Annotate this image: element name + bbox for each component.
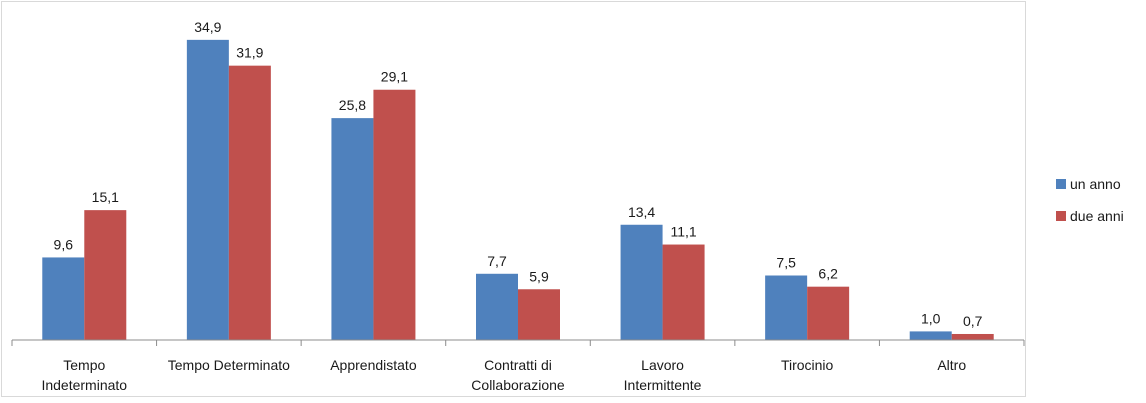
- legend-label-un-anno: un anno: [1070, 176, 1121, 192]
- bar-un-anno-tirocinio: [765, 275, 808, 340]
- category-label: Indeterminato: [41, 377, 127, 393]
- bar-due-anni-tirocinio: [807, 286, 850, 340]
- bar-due-anni-altro: [951, 333, 994, 340]
- bar-un-anno-tempo-indeterminato: [42, 257, 85, 340]
- data-label-un-anno: 34,9: [194, 19, 221, 35]
- category-label: Tempo Determinato: [168, 357, 290, 373]
- data-label-un-anno: 7,7: [487, 253, 507, 269]
- bars-layer: [42, 39, 994, 341]
- bar-un-anno-apprendistato: [331, 118, 374, 341]
- category-label: Apprendistato: [330, 357, 417, 373]
- category-label: Lavoro: [641, 357, 684, 373]
- data-label-due-anni: 29,1: [381, 69, 408, 85]
- x-axis-category-labels: Tempo Indeterminato Tempo Determinato Appre…: [41, 357, 966, 393]
- bar-due-anni-tempo-indeterminato: [84, 210, 127, 340]
- data-label-due-anni: 31,9: [236, 45, 263, 61]
- category-label: Intermittente: [624, 377, 702, 393]
- data-label-due-anni: 11,1: [670, 224, 696, 240]
- data-label-due-anni: 6,2: [818, 266, 838, 282]
- data-label-un-anno: 13,4: [628, 204, 655, 220]
- legend-swatch-due-anni: [1056, 211, 1066, 221]
- category-label: Tempo: [63, 357, 105, 373]
- bar-un-anno-tempo-determinato: [186, 39, 229, 341]
- bar-due-anni-contratti-di-collaborazione: [518, 289, 560, 340]
- category-label: Altro: [937, 357, 966, 373]
- data-label-un-anno: 1,0: [921, 310, 941, 326]
- data-label-un-anno: 7,5: [776, 255, 796, 271]
- category-label: Contratti di: [484, 357, 552, 373]
- legend-swatch-un-anno: [1056, 179, 1066, 189]
- bar-un-anno-contratti-di-collaborazione: [476, 273, 518, 340]
- bar-due-anni-lavoro-intermittente: [662, 244, 705, 340]
- bar-un-anno-lavoro-intermittente: [620, 224, 663, 340]
- category-label: Collaborazione: [471, 377, 565, 393]
- data-labels-layer: 9,6 15,1 34,9 31,9 25,8 29,1 7,7 5,9 13,4 11,1 7,5…: [54, 19, 983, 329]
- data-label-due-anni: 5,9: [529, 268, 549, 284]
- legend-label-due-anni: due anni: [1070, 208, 1124, 224]
- legend: un anno due anni: [1056, 176, 1124, 224]
- bar-due-anni-tempo-determinato: [228, 65, 271, 340]
- data-label-due-anni: 15,1: [92, 189, 119, 205]
- x-axis-ticks: [11, 340, 1025, 346]
- data-label-un-anno: 25,8: [339, 97, 366, 113]
- category-label: Tirocinio: [781, 357, 834, 373]
- bar-due-anni-apprendistato: [373, 89, 416, 341]
- data-label-un-anno: 9,6: [54, 236, 74, 252]
- bar-un-anno-altro: [909, 331, 952, 340]
- data-label-due-anni: 0,7: [963, 313, 983, 329]
